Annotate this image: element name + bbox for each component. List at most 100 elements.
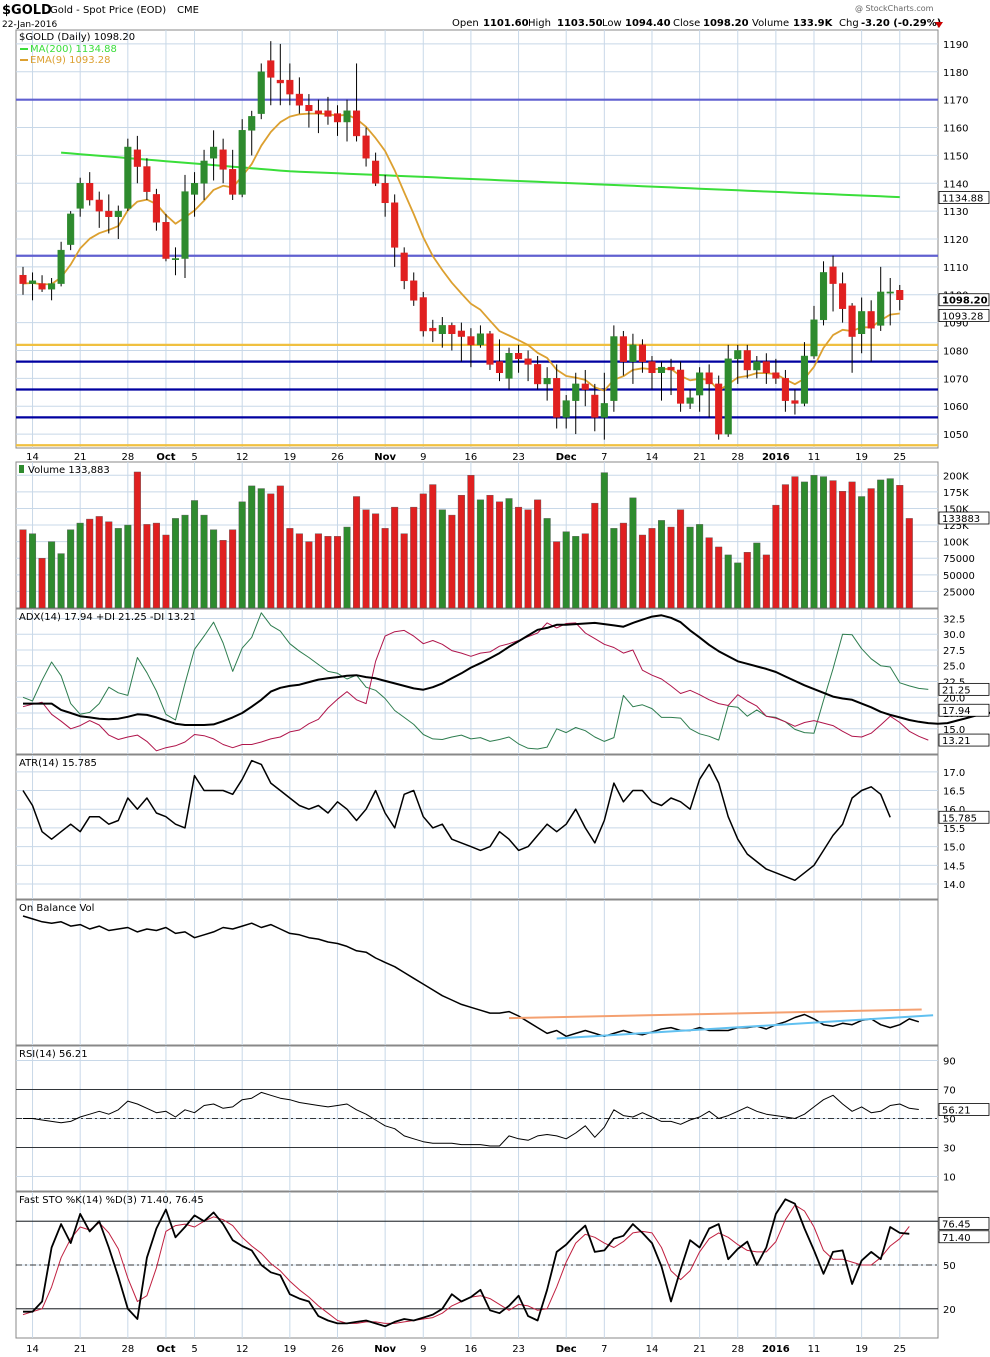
- y-tick-label: 75000: [943, 554, 975, 565]
- volume-bar: [248, 485, 256, 609]
- value-tag: 17.94: [942, 706, 971, 717]
- x-axis-label: 26: [331, 1344, 344, 1355]
- x-axis-label: 11: [808, 452, 821, 463]
- open-label: Open: [452, 18, 479, 29]
- volume-bar: [400, 533, 408, 609]
- volume-bar: [162, 534, 170, 609]
- volume-bar: [372, 513, 380, 609]
- y-tick-label: 15.0: [943, 725, 965, 736]
- candle-body: [724, 358, 732, 435]
- volume-bar: [686, 526, 694, 609]
- x-axis-label: 19: [855, 1344, 868, 1355]
- value-tag-box: [938, 511, 990, 525]
- volume-bar: [295, 533, 303, 609]
- symbol: $GOLD: [2, 3, 52, 18]
- x-axis-label: 25: [893, 452, 906, 463]
- y-tick-label: 125K: [943, 521, 969, 532]
- y-tick-label: 1180: [943, 68, 968, 79]
- candle-body: [410, 280, 418, 301]
- volume-bar: [181, 514, 189, 609]
- candle-body: [333, 113, 342, 123]
- atr-panel: 14.0 14.5 15.0 15.5 16.0 16.5 17.0 ATR(14) 15.7…: [15, 754, 990, 900]
- volume-bar: [219, 540, 227, 609]
- candle-body: [343, 110, 351, 123]
- volume-bar: [381, 528, 389, 609]
- x-axis-label: 7: [601, 1344, 607, 1355]
- x-axis-label: 21: [74, 1344, 87, 1355]
- y-tick-label: 16.0: [943, 805, 965, 816]
- y-tick-label: 100K: [943, 538, 969, 549]
- candle-body: [95, 199, 103, 212]
- candle-body: [248, 116, 256, 131]
- candle-body: [229, 169, 237, 195]
- y-tick-label: 1060: [943, 402, 968, 413]
- candle-body: [286, 79, 294, 95]
- candle-body: [171, 258, 180, 260]
- y-tick-label: 50: [943, 1261, 956, 1272]
- value-tag: 1098.20: [942, 296, 988, 307]
- volume-bar: [791, 476, 799, 609]
- x-axis-label: 23: [512, 452, 525, 463]
- volume-bar: [610, 528, 618, 609]
- value-tag-box: [938, 1103, 990, 1116]
- value-tag: 76.45: [942, 1219, 971, 1230]
- plus-di-line: [22, 612, 929, 750]
- watermark: @ StockCharts.com: [855, 4, 934, 13]
- candle-body: [143, 166, 151, 192]
- volume-bar: [333, 536, 341, 609]
- volume-bar: [524, 509, 532, 609]
- volume-bar: [314, 533, 322, 609]
- x-axis-label: 16: [465, 452, 478, 463]
- x-axis-label: 14: [26, 452, 39, 463]
- y-tick-label: 90: [943, 1057, 956, 1068]
- candle-body: [772, 372, 780, 379]
- candle-body: [762, 361, 770, 374]
- volume-bar: [829, 480, 837, 609]
- x-axis-label: 5: [191, 452, 197, 463]
- volume-bar: [886, 478, 894, 609]
- candle-body: [839, 283, 847, 309]
- rsi-title: RSI(14) 56.21: [19, 1049, 88, 1060]
- candle-body: [877, 291, 885, 326]
- volume-bar: [696, 524, 704, 609]
- value-tag-box: [938, 810, 990, 824]
- value-tag-box: [938, 191, 990, 204]
- volume-bar: [572, 536, 580, 609]
- volume-bar: [515, 506, 523, 609]
- volume-bar: [496, 501, 504, 609]
- volume-bar: [95, 516, 103, 609]
- sto-k-line: [23, 1198, 910, 1328]
- y-tick-label: 1090: [943, 319, 968, 330]
- y-tick-label: 1140: [943, 179, 968, 190]
- x-axis-label: 28: [731, 1344, 744, 1355]
- x-axis-label: 19: [855, 452, 868, 463]
- volume-bar: [629, 497, 637, 609]
- obv-support-line: [556, 1014, 934, 1040]
- volume-bar: [848, 481, 856, 609]
- y-tick-label: 200K: [943, 471, 969, 482]
- value-tag-box: [938, 1216, 990, 1230]
- candle-body: [476, 333, 484, 346]
- candle-body: [19, 274, 27, 284]
- candle-body: [858, 311, 866, 334]
- candle-body: [257, 71, 265, 114]
- candle-body: [686, 397, 694, 404]
- adx-line: [23, 614, 990, 726]
- y-tick-label: 1120: [943, 235, 968, 246]
- volume-bar: [353, 496, 361, 609]
- volume-bar: [457, 494, 465, 609]
- y-tick-label: 20: [943, 1305, 956, 1316]
- volume-bar: [677, 509, 685, 609]
- candle-body: [648, 361, 656, 374]
- obv-line: [22, 915, 920, 1038]
- value-tag: 1134.88: [942, 194, 983, 205]
- x-axis-label: 21: [693, 452, 706, 463]
- adx-title: ADX(14) 17.94 +DI 21.25 -DI 13.21: [19, 612, 196, 623]
- candle-body: [152, 194, 160, 223]
- volume-bar: [543, 518, 551, 609]
- volume-bar: [648, 528, 656, 609]
- candle-body: [295, 93, 303, 106]
- chg-label: Chg: [839, 18, 859, 29]
- candle-body: [276, 79, 284, 84]
- volume-bar: [133, 471, 141, 609]
